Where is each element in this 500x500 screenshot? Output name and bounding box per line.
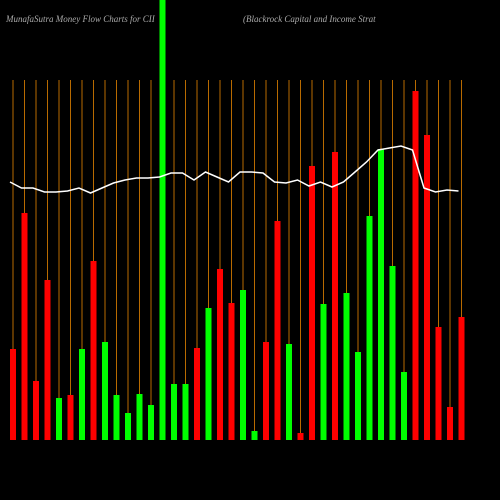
- bar: [297, 433, 304, 440]
- bar: [401, 372, 407, 440]
- bar: [102, 342, 108, 440]
- bar: [320, 304, 327, 440]
- bar: [21, 213, 28, 440]
- money-flow-line: [9, 145, 459, 194]
- bar: [136, 394, 143, 440]
- bar: [389, 266, 396, 440]
- chart-title: MunafaSutra Money Flow Charts for CII: [5, 14, 156, 24]
- bar: [90, 261, 97, 440]
- bar: [332, 152, 338, 440]
- bar: [56, 398, 62, 440]
- bar: [148, 405, 154, 440]
- bar: [435, 327, 442, 440]
- bar: [33, 381, 39, 440]
- bar: [171, 384, 177, 440]
- bar: [44, 280, 51, 440]
- bar: [263, 342, 269, 440]
- bar: [159, 0, 166, 440]
- bar: [194, 348, 200, 440]
- bar: [378, 149, 384, 440]
- bar: [79, 349, 85, 440]
- bar: [205, 308, 212, 440]
- bar: [125, 413, 131, 440]
- bar: [366, 216, 373, 440]
- bar: [240, 290, 246, 440]
- bar: [67, 395, 74, 440]
- chart-subtitle: (Blackrock Capital and Income Strat: [243, 14, 376, 24]
- bar: [286, 344, 292, 440]
- bar: [10, 349, 16, 440]
- bar: [274, 221, 281, 440]
- bar: [113, 395, 120, 440]
- bar: [447, 407, 453, 440]
- bar: [424, 135, 430, 440]
- bar: [228, 303, 235, 440]
- bar: [458, 317, 465, 440]
- bar: [251, 431, 258, 440]
- bar: [412, 91, 419, 440]
- bar: [217, 269, 223, 440]
- bar: [182, 384, 189, 440]
- bar: [343, 293, 350, 440]
- bar: [355, 352, 361, 440]
- bar: [309, 166, 315, 440]
